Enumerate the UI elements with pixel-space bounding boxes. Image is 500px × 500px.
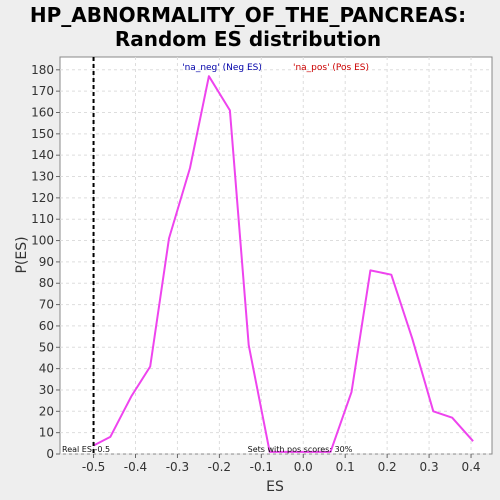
- y-tick-label: 170: [31, 84, 54, 98]
- real-es-label: Real ES -0.5: [62, 445, 110, 454]
- chart-title-line2: Random ES distribution: [115, 27, 381, 51]
- x-tick-label: -0.4: [124, 460, 147, 474]
- series-line: [93, 75, 474, 453]
- plot-area: [59, 56, 493, 455]
- y-tick-label: 90: [39, 255, 54, 269]
- y-tick-label: 70: [39, 298, 54, 312]
- y-tick-label: 30: [39, 383, 54, 397]
- x-tick-label: 0.0: [294, 460, 313, 474]
- y-tick-label: 160: [31, 105, 54, 119]
- legend-pos-es: 'na_pos' (Pos ES): [293, 63, 369, 73]
- y-tick-label: 40: [39, 362, 54, 376]
- series-layer: [93, 75, 474, 453]
- x-axis-title: ES: [266, 479, 284, 495]
- axes: 0 10 20 30 40 50 60 70 80 90 100 110 120 130 140 150 160…: [31, 63, 480, 474]
- y-tick-label: 60: [39, 319, 54, 333]
- chart-title-line1: HP_ABNORMALITY_OF_THE_PANCREAS:: [30, 3, 466, 27]
- x-tick-label: 0.2: [378, 460, 397, 474]
- y-tick-label: 120: [31, 191, 54, 205]
- y-tick-label: 100: [31, 234, 54, 248]
- legend-neg-es: 'na_neg' (Neg ES): [182, 63, 262, 73]
- y-tick-label: 140: [31, 148, 54, 162]
- y-tick-label: 10: [39, 426, 54, 440]
- y-tick-label: 180: [31, 63, 54, 77]
- annotations: Real ES -0.5 Sets with pos scores: 30% 'na…: [62, 57, 369, 454]
- y-tick-label: 20: [39, 404, 54, 418]
- y-tick-label: 0: [46, 447, 54, 461]
- x-tick-label: 0.4: [461, 460, 480, 474]
- y-tick-label: 110: [31, 212, 54, 226]
- y-tick-label: 150: [31, 127, 54, 141]
- x-tick-label: 0.3: [420, 460, 439, 474]
- x-tick-label: 0.1: [336, 460, 355, 474]
- x-tick-label: -0.2: [208, 460, 231, 474]
- y-tick-label: 50: [39, 340, 54, 354]
- x-tick-label: -0.5: [82, 460, 105, 474]
- x-tick-label: -0.1: [250, 460, 273, 474]
- x-tick-label: -0.3: [166, 460, 189, 474]
- y-tick-label: 80: [39, 276, 54, 290]
- y-tick-label: 130: [31, 170, 54, 184]
- y-axis-title: P(ES): [14, 236, 30, 273]
- pos-scores-label: Sets with pos scores: 30%: [248, 445, 353, 454]
